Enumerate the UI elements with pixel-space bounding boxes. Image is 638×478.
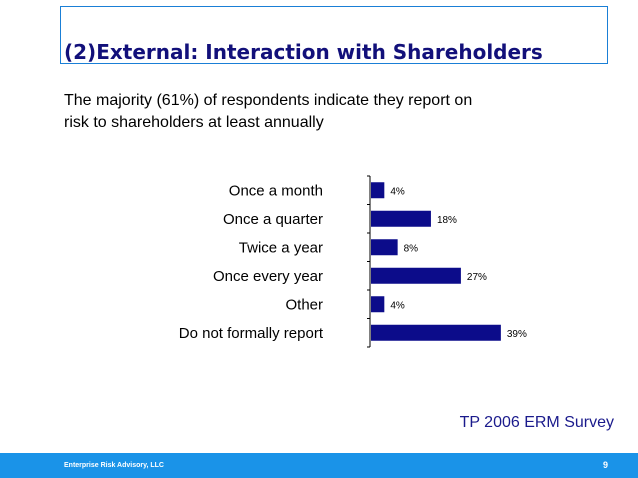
page-number: 9 (602, 460, 608, 470)
bar (371, 210, 431, 227)
value-label: 4% (390, 300, 405, 311)
category-label: Once a quarter (223, 211, 323, 228)
category-label: Do not formally report (179, 325, 324, 342)
bar (371, 267, 461, 284)
value-label: 39% (507, 329, 527, 340)
category-label: Other (285, 296, 323, 313)
bar-chart: Once a month Once a quarter Twice a year On… (179, 175, 527, 348)
bar (371, 239, 398, 256)
category-labels: Once a month Once a quarter Twice a year On… (179, 182, 324, 342)
bar (371, 182, 385, 199)
title-frame (60, 6, 608, 64)
source-note: TP 2006 ERM Survey (459, 414, 614, 431)
slide-title: (2)External: Interaction with Shareholde… (64, 40, 543, 64)
bars (371, 182, 501, 341)
category-label: Twice a year (239, 239, 323, 256)
footer-bar: Enterprise Risk Advisory, LLC 9 (0, 453, 638, 478)
value-label: 8% (404, 243, 419, 254)
footer-company: Enterprise Risk Advisory, LLC (64, 462, 164, 469)
value-label: 18% (437, 215, 457, 226)
bar (371, 324, 501, 341)
value-labels: 4% 18% 8% 27% 4% 39% (390, 186, 527, 340)
slide-subtitle: The majority (61%) of respondents indica… (64, 92, 473, 131)
value-label: 4% (390, 186, 405, 197)
category-label: Once a month (229, 182, 323, 199)
category-label: Once every year (213, 268, 323, 285)
value-label: 27% (467, 272, 487, 283)
value-axis (367, 175, 371, 348)
bar (371, 296, 385, 313)
